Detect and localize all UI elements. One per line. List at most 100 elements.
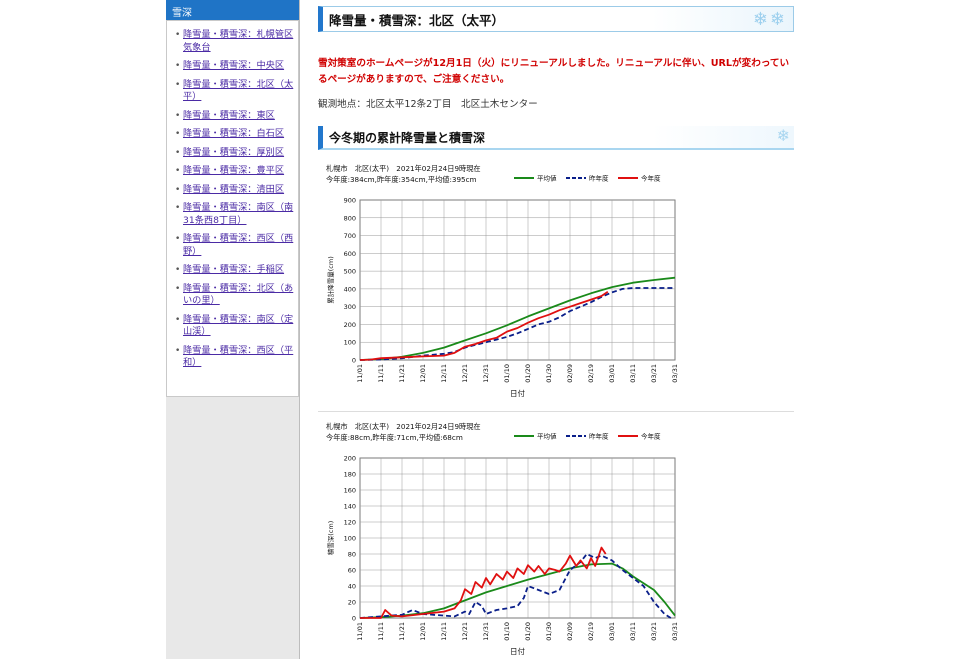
bullet-icon: •: [175, 61, 181, 71]
sidebar-link[interactable]: 降雪量・積雪深：東区: [183, 109, 275, 121]
x-tick-label: 03/31: [671, 622, 679, 641]
sidebar-link[interactable]: 降雪量・積雪深：西区（西野）: [183, 233, 294, 257]
notice-line-2: るページがありますので、ご注意ください。: [318, 74, 510, 85]
y-tick-label: 200: [344, 321, 356, 329]
y-tick-label: 600: [344, 250, 356, 258]
bullet-icon: •: [175, 79, 181, 90]
y-tick-label: 100: [344, 535, 356, 543]
bullet-icon: •: [175, 110, 181, 121]
sidebar-menu: • 降雪量・積雪深：札幌管区気象台 • 降雪量・積雪深：中央区 • 降雪量・積雪深：北区（…: [167, 21, 298, 370]
sidebar-link[interactable]: 降雪量・積雪深：北区（太平）: [183, 78, 294, 103]
sidebar-item: • 降雪量・積雪深：中央区: [175, 60, 298, 73]
bullet-icon: •: [175, 234, 181, 244]
y-tick-label: 400: [344, 285, 356, 293]
bullet-icon: •: [175, 30, 181, 40]
x-tick-label: 11/11: [377, 364, 385, 383]
x-tick-label: 12/21: [461, 364, 469, 383]
legend-label: 昨年度: [589, 432, 609, 441]
sidebar-item: • 降雪量・積雪深：白石区: [175, 128, 298, 141]
x-tick-label: 03/21: [650, 364, 658, 383]
series-line: [359, 287, 675, 361]
series-line: [359, 276, 676, 361]
y-tick-label: 40: [348, 583, 356, 591]
sidebar-item: • 降雪量・積雪深：北区（太平）: [175, 79, 298, 104]
x-tick-label: 01/30: [545, 364, 553, 383]
bullet-icon: •: [175, 129, 181, 139]
sidebar-item: • 降雪量・積雪深：西区（平和）: [175, 345, 298, 370]
chart-subtitle: 今年度:88cm,昨年度:71cm,平均値:68cm: [326, 433, 463, 442]
x-tick-label: 12/31: [482, 622, 490, 641]
sidebar-link[interactable]: 降雪量・積雪深：白石区: [183, 128, 285, 139]
sidebar-link[interactable]: 降雪量・積雪深：手稲区: [183, 264, 285, 275]
legend-label: 今年度: [641, 432, 661, 441]
sidebar-link[interactable]: 降雪量・積雪深：西区（平和）: [183, 344, 294, 369]
x-tick-label: 03/01: [608, 622, 616, 641]
y-tick-label: 160: [344, 487, 356, 495]
x-tick-label: 11/11: [377, 622, 385, 641]
x-tick-label: 12/11: [440, 622, 448, 641]
sidebar-menu-box: • 降雪量・積雪深：札幌管区気象台 • 降雪量・積雪深：中央区 • 降雪量・積雪深：北区（…: [166, 20, 299, 397]
series-line: [360, 546, 607, 619]
sidebar-link[interactable]: 降雪量・積雪深：南区（南31条西8丁目）: [183, 202, 294, 226]
bullet-icon: •: [175, 345, 181, 356]
x-axis-label: 日付: [510, 388, 525, 398]
snowflake-icon: ❄❄: [752, 9, 787, 30]
sidebar-item: • 降雪量・積雪深：南区（定山渓）: [175, 314, 298, 339]
bullet-icon: •: [175, 184, 181, 195]
y-tick-label: 140: [344, 503, 356, 511]
page-title: 降雪量・積雪深：北区（太平）: [329, 12, 505, 28]
y-tick-label: 800: [344, 214, 356, 222]
y-tick-label: 120: [344, 519, 356, 527]
y-tick-label: 180: [344, 471, 356, 479]
y-tick-label: 20: [348, 599, 356, 607]
bullet-icon: •: [175, 147, 181, 158]
x-tick-label: 01/10: [503, 622, 511, 641]
x-tick-label: 02/19: [587, 364, 595, 383]
sidebar-link[interactable]: 降雪量・積雪深：清田区: [183, 183, 285, 195]
x-tick-label: 03/31: [671, 364, 679, 383]
sidebar-link[interactable]: 降雪量・積雪深：札幌管区気象台: [183, 29, 294, 53]
sidebar-item: • 降雪量・積雪深：札幌管区気象台: [175, 29, 298, 54]
sidebar-item: • 降雪量・積雪深：豊平区: [175, 165, 298, 178]
chart-title: 札幌市 北区(太平) 2021年02月24日9時現在: [326, 164, 481, 173]
y-tick-label: 100: [344, 339, 356, 347]
bullet-icon: •: [175, 283, 181, 294]
sidebar-link[interactable]: 降雪量・積雪深：厚別区: [183, 146, 285, 158]
x-tick-label: 12/11: [440, 364, 448, 383]
sidebar-link[interactable]: 降雪量・積雪深：豊平区: [183, 165, 285, 176]
x-tick-label: 02/09: [566, 364, 574, 383]
sidebar: 雪深 • 降雪量・積雪深：札幌管区気象台 • 降雪量・積雪深：中央区 • 降雪量・積雪深：…: [166, 0, 300, 659]
bullet-icon: •: [175, 203, 181, 213]
legend-label: 平均値: [537, 432, 557, 441]
x-tick-label: 02/19: [587, 622, 595, 641]
x-tick-label: 03/11: [629, 622, 637, 641]
y-tick-label: 0: [352, 357, 356, 365]
sidebar-header: 雪深: [166, 0, 299, 20]
x-tick-label: 12/01: [419, 364, 427, 383]
sidebar-link[interactable]: 降雪量・積雪深：南区（定山渓）: [183, 313, 294, 338]
x-tick-label: 01/10: [503, 364, 511, 383]
cumulative-snowfall-chart: 札幌市 北区(太平) 2021年02月24日9時現在今年度:384cm,昨年度:…: [326, 164, 679, 398]
plot-area: [359, 199, 676, 361]
series-line: [359, 553, 672, 619]
x-tick-label: 11/21: [398, 622, 406, 641]
snowflake-decoration-icon: ❄: [776, 126, 790, 145]
section-title-bar: 今冬期の累計降雪量と積雪深 ❄: [318, 126, 794, 150]
sidebar-item: • 降雪量・積雪深：清田区: [175, 184, 298, 197]
sidebar-link[interactable]: 降雪量・積雪深：北区（あいの里）: [183, 282, 294, 307]
legend-label: 平均値: [537, 174, 557, 183]
x-tick-label: 01/20: [524, 364, 532, 383]
y-tick-label: 900: [344, 197, 356, 205]
snow-depth-chart: 札幌市 北区(太平) 2021年02月24日9時現在今年度:88cm,昨年度:7…: [326, 422, 679, 656]
x-tick-label: 12/01: [419, 622, 427, 641]
x-tick-label: 12/21: [461, 622, 469, 641]
y-axis-label: 積雪深(cm): [326, 521, 335, 555]
page-title-bar: 降雪量・積雪深：北区（太平） ❄❄: [318, 6, 794, 32]
series-line: [359, 290, 609, 361]
y-tick-label: 700: [344, 232, 356, 240]
y-tick-label: 500: [344, 268, 356, 276]
chart-subtitle: 今年度:384cm,昨年度:354cm,平均値:395cm: [326, 175, 477, 184]
chart-divider: [318, 411, 794, 412]
chart-title: 札幌市 北区(太平) 2021年02月24日9時現在: [326, 422, 481, 431]
sidebar-link[interactable]: 降雪量・積雪深：中央区: [183, 60, 285, 71]
